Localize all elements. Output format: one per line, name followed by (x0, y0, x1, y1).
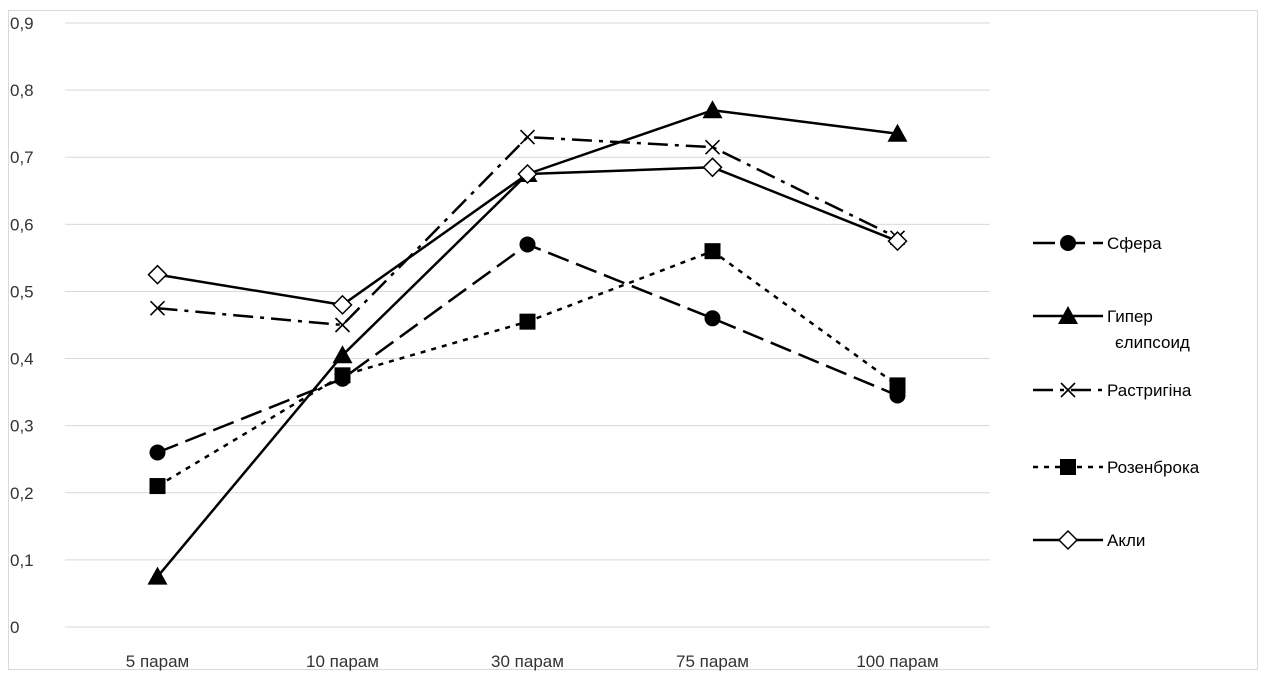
data-point-cross (334, 317, 351, 333)
legend-label: Растригіна (1107, 381, 1192, 400)
data-point-square (704, 243, 721, 260)
data-point-diamond-open (517, 163, 538, 185)
data-point-cross (519, 129, 536, 145)
y-tick-label: 0,1 (10, 551, 34, 570)
legend-label: Розенброка (1107, 458, 1200, 477)
y-tick-label: 0,8 (10, 81, 34, 100)
data-point-square (889, 377, 906, 394)
legend-label: єлипсоид (1115, 333, 1190, 352)
data-point-circle (704, 310, 721, 327)
x-tick-label: 75 парам (676, 652, 749, 671)
series-line-square (156, 249, 899, 488)
series-line-diamond-open (157, 166, 898, 307)
y-tick-label: 0,9 (10, 14, 34, 33)
data-point-triangle (332, 345, 353, 364)
x-tick-label: 30 парам (491, 652, 564, 671)
legend-label: Акли (1107, 531, 1145, 550)
data-point-square (519, 313, 536, 330)
y-tick-label: 0,5 (10, 282, 34, 301)
legend-marker-triangle (1058, 306, 1078, 324)
y-tick-label: 0,6 (10, 215, 34, 234)
data-point-square (149, 478, 166, 495)
data-point-cross (704, 139, 721, 155)
data-point-triangle (887, 123, 908, 142)
y-tick-label: 0,2 (10, 484, 34, 503)
legend-label: Гипер (1107, 307, 1153, 326)
data-point-diamond-open (887, 231, 908, 252)
data-point-diamond-open (147, 264, 168, 285)
x-tick-label: 100 парам (856, 652, 938, 671)
data-point-circle (149, 444, 166, 461)
data-point-diamond-open (332, 294, 353, 315)
data-point-diamond-open (702, 157, 723, 178)
data-point-cross (149, 300, 166, 316)
y-tick-label: 0 (10, 618, 19, 637)
data-point-circle (519, 236, 536, 253)
data-point-square (334, 367, 351, 384)
legend-marker-cross (1060, 382, 1076, 398)
data-point-triangle (147, 566, 168, 585)
legend-marker-square (1060, 459, 1076, 475)
x-tick-label: 10 парам (306, 652, 379, 671)
y-tick-label: 0,7 (10, 148, 34, 167)
series-line-circle (157, 243, 898, 454)
legend-marker-circle (1060, 235, 1076, 251)
y-tick-label: 0,4 (10, 350, 34, 369)
series-line-cross (157, 135, 899, 327)
chart-area (8, 10, 1258, 670)
legend-label: Сфера (1107, 234, 1162, 253)
legend-marker-diamond-open (1057, 529, 1079, 551)
data-point-triangle (702, 100, 723, 119)
y-tick-label: 0,3 (10, 417, 34, 436)
x-tick-label: 5 парам (126, 652, 189, 671)
